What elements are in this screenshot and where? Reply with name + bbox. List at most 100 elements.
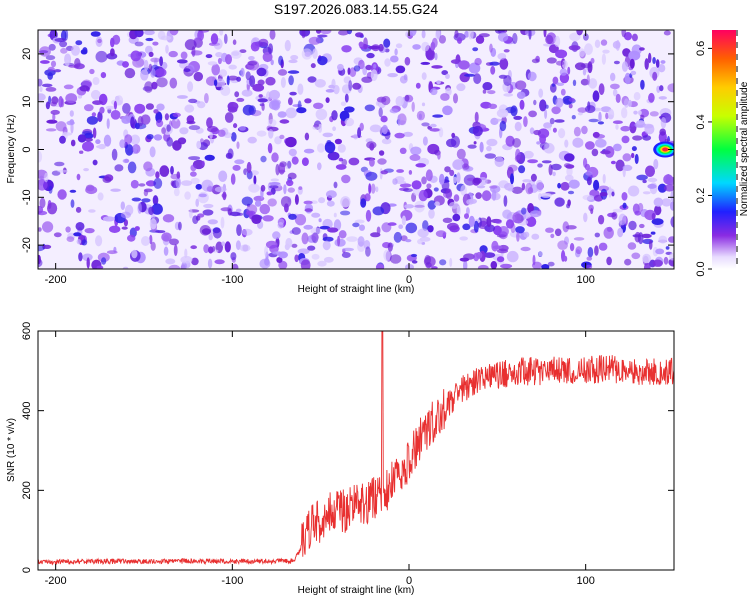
heatmap-blob (593, 179, 600, 191)
heatmap-blob (241, 228, 253, 236)
heatmap-blob (593, 194, 604, 202)
heatmap-blob (428, 208, 435, 219)
heatmap-blob (317, 56, 328, 66)
heatmap-blob (148, 206, 155, 216)
heatmap-blob (208, 233, 213, 241)
heatmap-blob (288, 97, 293, 106)
heatmap-blob (304, 98, 312, 104)
heatmap-blob (173, 187, 180, 197)
heatmap-blob (318, 123, 323, 133)
heatmap-blob (576, 30, 583, 36)
heatmap-blob (641, 233, 652, 239)
heatmap-blob (645, 165, 655, 177)
heatmap-blob (510, 105, 518, 117)
heatmap-blob (219, 69, 228, 77)
heatmap-blob (124, 134, 133, 145)
heatmap-blob (122, 266, 129, 269)
heatmap-blob (325, 97, 330, 103)
heatmap-blob (166, 137, 173, 147)
heatmap-blob (193, 71, 203, 82)
heatmap-blob (462, 223, 471, 231)
heatmap-blob (287, 70, 300, 74)
line-x-label: Height of straight line (km) (298, 585, 415, 596)
heatmap-blob (148, 51, 154, 58)
heatmap-blob (280, 77, 286, 88)
heatmap-blob (55, 121, 67, 132)
heatmap-blob (559, 68, 568, 76)
heatmap-blob (311, 253, 320, 260)
heatmap-blob (291, 243, 298, 248)
heatmap-blob (554, 197, 565, 207)
heatmap-blob (303, 148, 315, 154)
heatmap-blob (403, 131, 413, 137)
heatmap-blob (75, 222, 85, 231)
heatmap-blob (236, 224, 242, 237)
heatmap-blob (486, 216, 492, 228)
heatmap-blob (127, 234, 136, 242)
heatmap-blob (639, 223, 645, 229)
heatmap-blob (473, 177, 482, 184)
heatmap-blob (430, 41, 436, 51)
heatmap-blob (183, 68, 191, 73)
heatmap-blob (160, 35, 171, 41)
heatmap-blob (348, 157, 360, 166)
heatmap-blob (557, 182, 561, 189)
heatmap-blob (527, 159, 538, 164)
heatmap-blob (120, 201, 126, 210)
heatmap-blob (633, 110, 638, 115)
heatmap-blob (630, 70, 637, 76)
heatmap-blob (583, 157, 588, 168)
heatmap-blob (621, 61, 629, 72)
heatmap-blob (359, 122, 364, 131)
heatmap-blob (266, 191, 273, 196)
heatmap-blob (97, 38, 102, 44)
heatmap-blob (264, 245, 269, 257)
heatmap-blob (445, 73, 450, 80)
heatmap-blob (460, 184, 467, 196)
heatmap-blob (342, 247, 354, 252)
heatmap-blob (532, 254, 536, 266)
heatmap-blob (667, 83, 674, 93)
heatmap-blob (324, 141, 336, 154)
heatmap-blob (375, 186, 379, 193)
heatmap-blob (38, 150, 43, 163)
heatmap-blob (289, 91, 297, 96)
heatmap-blob (557, 240, 568, 250)
snr-series-line (38, 331, 674, 566)
heatmap-blob (205, 54, 213, 59)
heatmap-blob (144, 81, 154, 93)
heatmap-blob (110, 188, 121, 192)
heatmap-blob (552, 171, 556, 177)
heatmap-blob (598, 111, 602, 122)
heatmap-blob (580, 63, 593, 69)
heatmap-blob (622, 202, 627, 209)
heatmap-blob (251, 214, 262, 224)
heatmap-blob (176, 95, 188, 99)
heatmap-blob (414, 200, 425, 213)
heatmap-blob (153, 177, 163, 189)
heatmap-blob (39, 86, 43, 92)
heatmap-blob (270, 59, 274, 66)
heatmap-blob (326, 200, 335, 207)
heatmap-blob (122, 103, 131, 114)
heatmap-blob (190, 164, 197, 172)
heatmap-blob (464, 73, 476, 77)
heatmap-blob (317, 34, 328, 38)
heatmap-blob (416, 110, 425, 121)
heatmap-blob (497, 53, 507, 60)
heatmap-blob (410, 146, 422, 156)
heatmap-blob (180, 51, 188, 60)
heatmap-blob (246, 161, 252, 174)
heatmap-blob (567, 199, 571, 207)
heatmap-blob (192, 215, 199, 224)
heatmap-blob (53, 232, 62, 238)
heatmap-blob (653, 197, 664, 207)
heatmap-blob (145, 103, 154, 110)
heatmap-blob (96, 145, 103, 149)
heatmap-blob (370, 69, 378, 81)
heatmap-blob (430, 88, 438, 96)
heatmap-blob (285, 107, 297, 119)
heatmap-blob (627, 242, 637, 250)
heatmap-blob (541, 160, 552, 164)
heatmap-blob (642, 135, 652, 141)
